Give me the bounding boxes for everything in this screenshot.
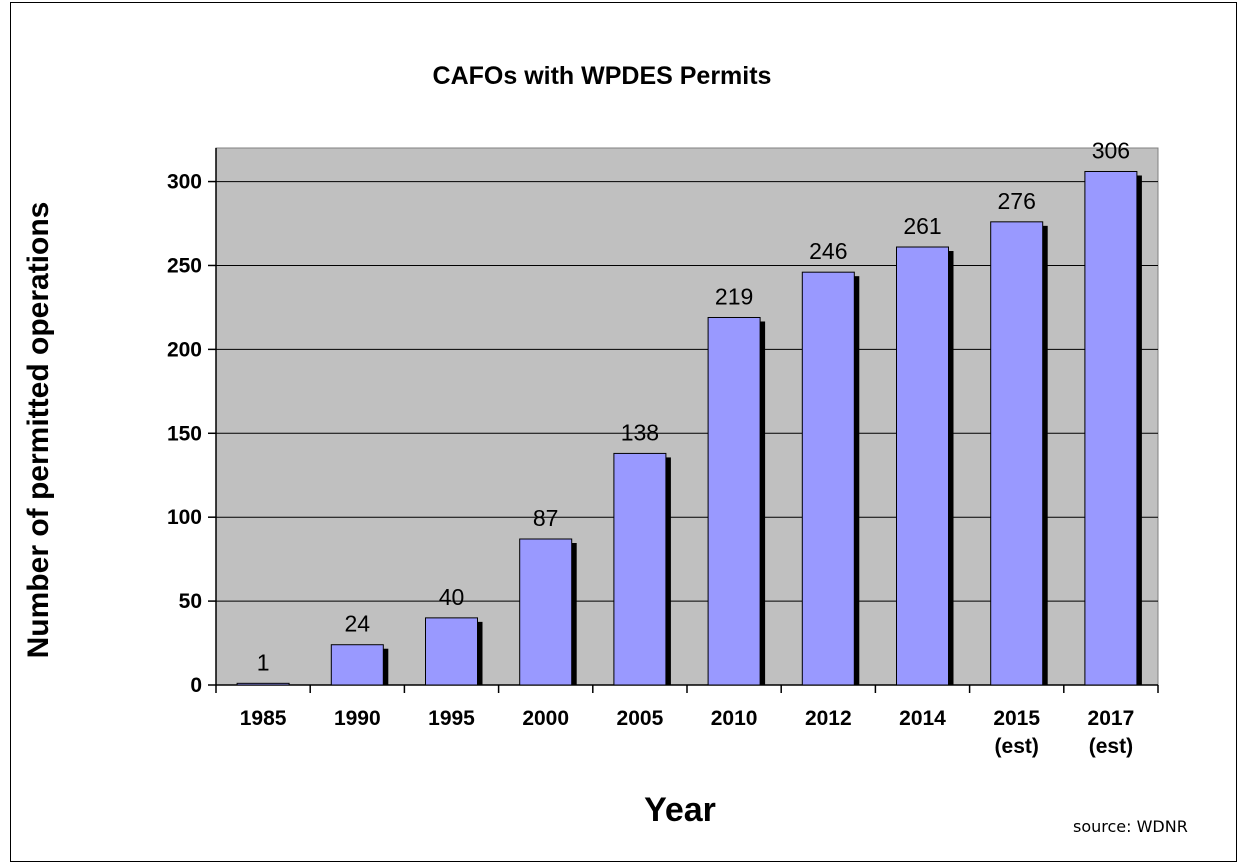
bar — [236, 682, 290, 686]
x-tick-label: 2010 — [711, 707, 758, 730]
data-label: 219 — [715, 283, 753, 309]
x-axis-title: Year — [644, 791, 716, 829]
y-tick-label: 250 — [167, 254, 202, 277]
bar — [613, 452, 667, 686]
plot-area: 0 50 100 150 200 250 300 1 1985 24 1990 40 1995 87 200… — [167, 137, 1159, 758]
x-tick-label: 2014 — [899, 707, 946, 730]
data-label: 24 — [345, 611, 371, 637]
chart-title: CAFOs with WPDES Permits — [432, 62, 772, 90]
bar — [519, 538, 573, 686]
x-tick-label: 1990 — [334, 707, 381, 730]
bar — [707, 316, 761, 686]
bar — [425, 617, 478, 686]
x-tick-label: 1985 — [240, 707, 287, 730]
bar — [896, 246, 949, 686]
x-tick-label: 1995 — [428, 707, 475, 730]
data-label: 306 — [1092, 137, 1130, 163]
x-tick-label: 2000 — [522, 707, 569, 730]
data-label: 40 — [439, 584, 465, 610]
y-tick-label: 300 — [167, 171, 202, 194]
data-label: 138 — [621, 419, 659, 445]
data-label: 87 — [533, 505, 559, 531]
x-tick-label: (est) — [1089, 735, 1133, 758]
y-tick-label: 100 — [167, 506, 202, 529]
x-tick-label: 2012 — [805, 707, 852, 730]
x-tick-label: 2015 — [993, 707, 1040, 730]
x-tick-label: 2005 — [617, 707, 664, 730]
y-tick-label: 0 — [190, 674, 202, 697]
data-label: 1 — [257, 649, 270, 675]
source-note: source: WDNR — [1073, 817, 1188, 836]
data-label: 276 — [998, 188, 1036, 214]
data-label: 261 — [903, 213, 941, 239]
bar — [330, 644, 384, 686]
y-tick-label: 200 — [167, 338, 202, 361]
bar — [1084, 170, 1138, 686]
y-axis-title: Number of permitted operations — [22, 202, 55, 659]
x-tick-label: 2017 — [1088, 707, 1135, 730]
y-tick-label: 50 — [179, 590, 202, 613]
bar — [801, 271, 855, 686]
y-tick-label: 150 — [167, 422, 202, 445]
x-tick-label: (est) — [995, 735, 1039, 758]
data-label: 246 — [809, 238, 847, 264]
bar — [990, 221, 1044, 686]
